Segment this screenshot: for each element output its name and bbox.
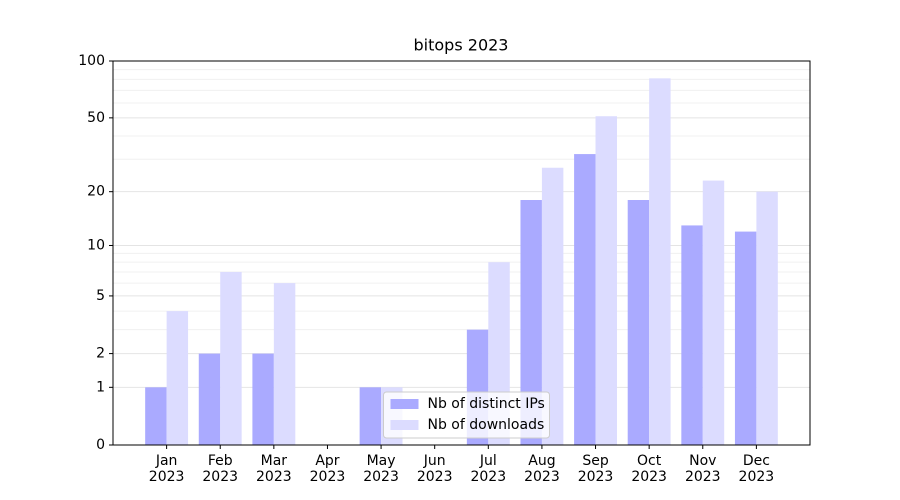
bar (702, 180, 725, 445)
x-tick-label: Jul 2023 (470, 453, 507, 485)
bar (627, 200, 650, 445)
y-tick-label: 50 (87, 110, 105, 126)
legend-label: Nb of distinct IPs (428, 396, 545, 412)
bar (520, 200, 542, 445)
bar (649, 78, 671, 446)
x-tick-label: Jun 2023 (416, 453, 453, 485)
y-tick-label: 0 (96, 437, 105, 453)
legend: Nb of distinct IPs Nb of downloads (383, 391, 550, 439)
x-tick-label: Oct 2023 (631, 453, 667, 485)
x-tick-label: Aug 2023 (524, 453, 560, 485)
bar (541, 167, 564, 445)
x-tick-label: Sep 2023 (577, 453, 614, 485)
legend-label: Nb of downloads (428, 417, 545, 433)
y-tick-label: 20 (87, 184, 105, 200)
x-tick-label: Mar 2023 (256, 453, 292, 485)
bar (252, 353, 274, 445)
legend-swatch (390, 420, 419, 430)
bar (756, 191, 778, 445)
bar (734, 231, 757, 445)
x-tick-label: Dec 2023 (738, 453, 775, 485)
bar (198, 353, 221, 445)
y-tick-label: 2 (96, 346, 105, 362)
bar (574, 154, 596, 446)
x-tick-label: Jan 2023 (148, 453, 185, 485)
y-tick-label: 100 (78, 53, 105, 69)
bar (681, 225, 703, 445)
bar (595, 116, 617, 446)
y-tick-label: 1 (96, 379, 105, 395)
x-tick-label: Nov 2023 (684, 453, 721, 485)
legend-swatch (390, 399, 419, 409)
y-tick-label: 10 (87, 237, 105, 253)
legend-box (383, 391, 550, 439)
y-tick-label: 5 (96, 288, 105, 304)
bar (273, 283, 296, 445)
bar (166, 311, 189, 445)
bar (145, 387, 167, 445)
x-tick-label: Apr 2023 (309, 453, 346, 485)
x-tick-label: May 2023 (363, 453, 399, 485)
bar (220, 271, 242, 445)
bar (359, 387, 382, 445)
plot-frame (112, 60, 811, 446)
chart-title: bitops 2023 (414, 36, 509, 55)
x-tick-label: Feb 2023 (202, 453, 239, 485)
